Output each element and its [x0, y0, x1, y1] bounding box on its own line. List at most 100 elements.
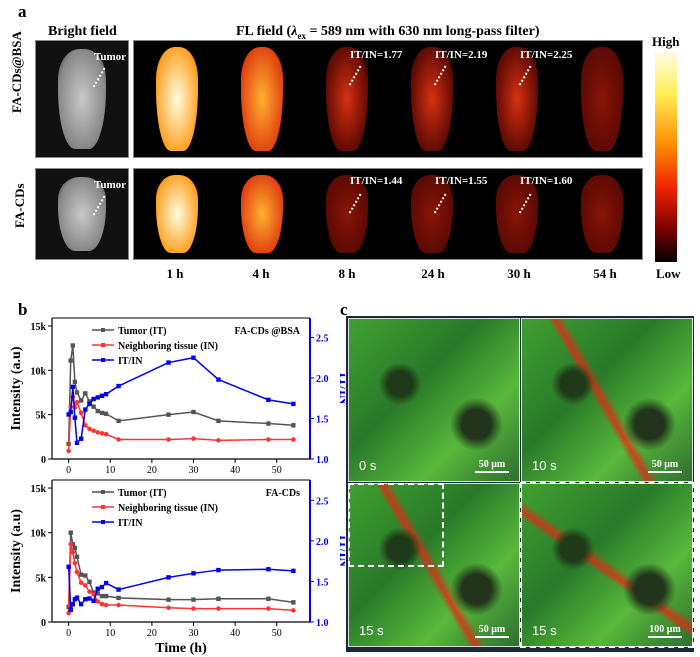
scale-bar: 50 μm	[648, 459, 682, 473]
legend-label: IT/IN	[118, 356, 143, 367]
data-point	[191, 355, 196, 360]
data-point	[266, 397, 271, 403]
data-point	[91, 404, 96, 409]
scale-bar-label: 50 μm	[478, 459, 506, 470]
ratio-label: IT/IN=2.25	[520, 49, 573, 61]
zoom-region-box	[348, 483, 444, 567]
ratio-label: IT/IN=1.60	[520, 175, 573, 187]
time-label: 1 h	[166, 266, 184, 281]
fl-image-strip: IT/IN=1.44 IT/IN=1.55 IT/IN=1.60	[133, 168, 643, 260]
data-point	[291, 437, 296, 442]
y-tick-label: 5k	[35, 573, 46, 584]
x-tick-label: 30	[188, 628, 198, 639]
y-tick-label: 5k	[35, 411, 46, 422]
series-line	[67, 345, 294, 444]
data-point	[74, 595, 80, 600]
colorbar-high: High	[652, 34, 680, 49]
tumor-label: Tumor	[94, 179, 126, 191]
frame-time: 0 s	[359, 458, 377, 473]
microscopy-frame: 0 s 50 μm	[348, 318, 520, 482]
fl-mouse-image	[496, 175, 538, 253]
y-tick-label: 0	[41, 455, 46, 466]
data-point	[82, 583, 88, 588]
bright-field-image: Tumor	[35, 168, 129, 260]
data-point	[266, 606, 271, 611]
data-point	[99, 584, 105, 590]
data-point	[78, 601, 84, 607]
data-point	[91, 428, 96, 433]
data-point	[70, 384, 76, 390]
data-point	[99, 601, 105, 607]
data-point	[91, 598, 96, 604]
data-point	[99, 430, 105, 436]
data-point	[103, 602, 109, 608]
fl-title-post: = 589 nm with 630 nm long-pass filter)	[305, 24, 540, 39]
y2-tick-label: 2.0	[316, 537, 329, 548]
y2-tick-label: 1.5	[316, 577, 329, 588]
data-point	[95, 591, 100, 596]
data-point	[83, 391, 88, 396]
ratio-label: IT/IN=1.44	[350, 175, 403, 187]
y-axis-label: Intensity (a.u)	[9, 509, 24, 593]
data-point	[68, 607, 73, 613]
frame-time: 10 s	[532, 458, 557, 473]
data-point	[74, 569, 80, 575]
scale-bar: 50 μm	[475, 624, 509, 638]
data-point	[72, 415, 78, 420]
legend-marker	[101, 343, 105, 347]
data-point	[70, 550, 76, 555]
x-tick-label: 50	[272, 465, 282, 476]
legend-marker	[101, 358, 105, 362]
data-point	[66, 564, 71, 570]
ratio-label: IT/IN=1.55	[435, 175, 488, 187]
fl-mouse-image	[156, 47, 198, 151]
legend-label: Neighboring tissue (IN)	[118, 341, 218, 352]
scale-bar-label: 100 μm	[649, 624, 681, 635]
bright-field-image: Tumor	[35, 40, 129, 158]
fl-title-pre: FL field (	[236, 24, 292, 39]
panel-b-label: b	[18, 300, 28, 319]
y2-tick-label: 1.0	[316, 455, 329, 466]
data-point	[103, 411, 109, 416]
data-point	[103, 431, 109, 437]
data-point	[291, 401, 296, 407]
scale-bar: 50 μm	[475, 459, 509, 473]
y-tick-label: 15k	[30, 484, 46, 495]
zoomed-frame-border	[520, 482, 694, 648]
data-point	[266, 421, 271, 426]
ratio-label: IT/IN=1.77	[350, 49, 403, 61]
data-point	[82, 423, 88, 428]
fl-mouse-image	[496, 47, 538, 151]
data-point	[216, 377, 221, 382]
data-point	[83, 407, 88, 412]
colorbar	[655, 52, 677, 262]
data-point	[99, 593, 105, 599]
fl-mouse-image	[326, 47, 368, 151]
data-point	[216, 606, 221, 611]
x-tick-label: 40	[230, 465, 240, 476]
frame-time: 15 s	[359, 623, 384, 638]
x-tick-label: 20	[147, 628, 157, 639]
chart-annotation: FA-CDs	[266, 488, 300, 499]
data-point	[66, 412, 71, 417]
data-point	[103, 580, 109, 586]
data-point	[78, 398, 84, 403]
data-point	[87, 596, 92, 601]
data-point	[66, 448, 71, 454]
series-line	[67, 396, 294, 452]
ratio-label: IT/IN=2.19	[435, 49, 488, 61]
data-point	[72, 545, 78, 551]
y2-tick-label: 2.5	[316, 496, 329, 507]
legend-marker	[101, 328, 105, 332]
legend-marker	[101, 520, 105, 524]
y2-tick-label: 1.5	[316, 414, 329, 425]
x-tick-label: 0	[66, 465, 71, 476]
data-point	[166, 437, 171, 442]
data-point	[78, 580, 84, 586]
y-tick-label: 0	[41, 618, 46, 629]
fl-image-strip: IT/IN=1.77 IT/IN=2.19 IT/IN=2.25	[133, 40, 643, 158]
fl-mouse-image	[156, 175, 198, 253]
data-point	[116, 602, 121, 608]
y2-tick-label: 1.0	[316, 618, 329, 629]
data-point	[191, 436, 196, 441]
